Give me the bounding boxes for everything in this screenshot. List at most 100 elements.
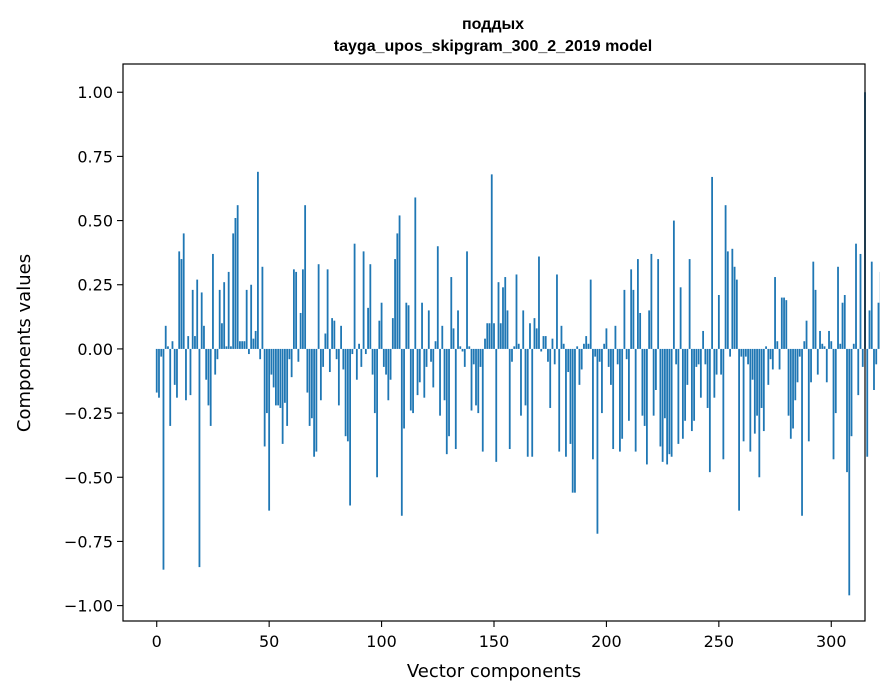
- bar: [632, 289, 635, 349]
- bar: [789, 348, 792, 439]
- bar: [185, 348, 187, 401]
- bar: [191, 289, 194, 349]
- bar: [731, 248, 734, 349]
- bar: [367, 307, 369, 349]
- bar: [576, 346, 579, 349]
- bar: [389, 348, 392, 380]
- bar: [643, 348, 646, 426]
- bar: [605, 328, 608, 349]
- bar: [830, 341, 833, 349]
- bar: [470, 348, 473, 411]
- bar: [194, 336, 196, 349]
- bar: [459, 346, 462, 349]
- chart-title-line-1: поддых: [462, 16, 524, 33]
- bar: [290, 348, 293, 378]
- bar: [466, 251, 468, 349]
- bar: [722, 348, 725, 460]
- bar: [380, 302, 383, 349]
- bar: [313, 348, 316, 457]
- bar: [839, 343, 842, 349]
- bar: [230, 346, 232, 349]
- bar: [634, 348, 637, 452]
- bar: [780, 297, 783, 349]
- bar: [778, 348, 781, 370]
- bar-series: [155, 92, 880, 596]
- bar: [216, 348, 219, 360]
- bar: [371, 348, 374, 375]
- bar: [610, 348, 612, 385]
- bar: [283, 348, 286, 403]
- bar: [571, 348, 574, 493]
- bar: [857, 348, 860, 396]
- bar: [639, 312, 642, 349]
- y-tick-label: −0.50: [64, 468, 113, 487]
- bar: [688, 259, 691, 349]
- bar: [322, 348, 325, 367]
- y-tick-label: −0.25: [64, 404, 113, 423]
- bar: [846, 348, 848, 473]
- bar: [301, 269, 304, 349]
- bar: [807, 348, 810, 442]
- bar: [214, 348, 217, 375]
- bar: [164, 325, 167, 349]
- bar: [468, 346, 471, 349]
- bar: [749, 348, 752, 452]
- bar: [270, 348, 273, 375]
- bar: [796, 348, 799, 383]
- bar: [362, 251, 365, 349]
- bar: [445, 348, 448, 455]
- bar: [423, 348, 426, 398]
- bar: [690, 348, 693, 432]
- bar: [169, 348, 172, 426]
- bar: [513, 346, 516, 349]
- bar: [243, 341, 246, 349]
- bar: [843, 295, 846, 349]
- bar: [848, 348, 851, 596]
- bar: [520, 348, 522, 416]
- bar: [834, 348, 837, 414]
- x-tick-label: 100: [366, 632, 397, 651]
- bar: [344, 348, 347, 437]
- y-tick-label: 0.75: [77, 147, 113, 166]
- bar: [585, 336, 588, 349]
- y-tick-label: 0.00: [77, 340, 113, 359]
- bar: [337, 348, 340, 406]
- bar: [275, 348, 277, 406]
- bar: [592, 348, 594, 460]
- bar: [407, 305, 410, 349]
- bar: [418, 348, 421, 383]
- bar: [324, 333, 327, 349]
- bar: [661, 348, 664, 462]
- bar: [672, 220, 675, 349]
- bar: [178, 251, 181, 349]
- bar: [544, 336, 547, 349]
- bar: [463, 348, 466, 367]
- bar: [549, 348, 552, 408]
- bar: [376, 348, 378, 478]
- bar: [488, 323, 491, 349]
- bar: [657, 259, 660, 349]
- bar: [328, 348, 331, 373]
- bar: [855, 243, 857, 349]
- x-tick-label: 50: [259, 632, 279, 651]
- bar: [218, 289, 221, 349]
- bar: [837, 266, 839, 349]
- bar: [331, 318, 334, 349]
- bar: [603, 343, 606, 349]
- bar: [850, 348, 853, 437]
- bar: [621, 348, 624, 439]
- bar: [295, 271, 298, 349]
- bar: [753, 348, 756, 434]
- bar: [266, 348, 268, 414]
- bar: [574, 348, 576, 493]
- bar: [699, 348, 702, 398]
- bar: [308, 348, 311, 426]
- bar: [641, 348, 644, 416]
- bar: [785, 300, 788, 349]
- bar: [825, 348, 828, 383]
- bar: [677, 348, 680, 444]
- bar: [713, 348, 716, 398]
- bar: [733, 266, 736, 349]
- bar: [787, 348, 790, 416]
- bar: [252, 338, 255, 349]
